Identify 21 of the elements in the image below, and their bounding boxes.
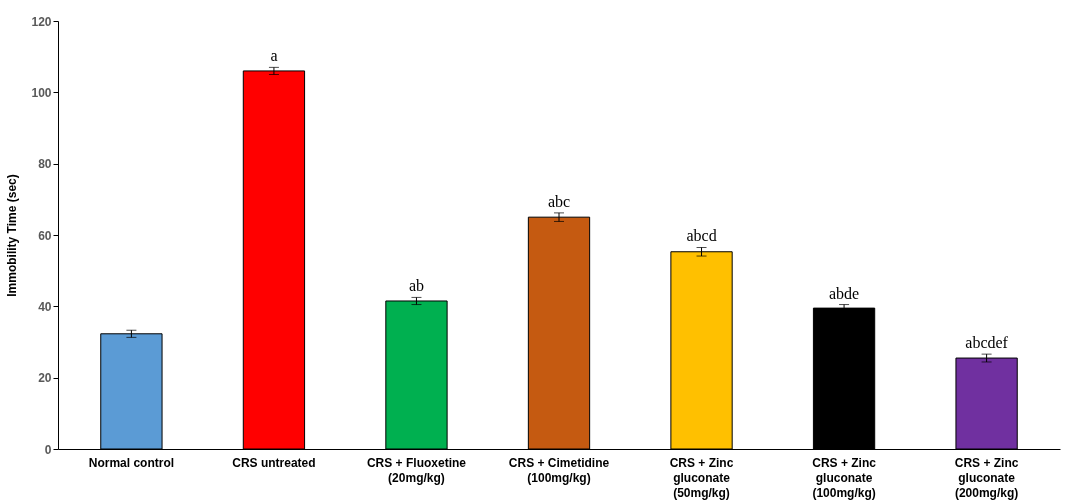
annotation: a [270,47,278,65]
x-tick-label: CRS + Zinc gluconate (50mg/kg) [669,455,734,500]
annotation: abde [828,284,860,302]
y-axis-title: Immobility Time (sec) [5,174,20,297]
annotation: abc [547,192,571,210]
y-tick-label: 80 [38,157,52,172]
annotation: abcdef [965,334,1009,352]
x-tick-label: CRS + Zinc gluconate (100mg/kg) [812,455,877,500]
y-tick-label: 100 [31,85,52,100]
x-tick-label: Normal control [88,455,175,470]
y-tick-label: 20 [38,371,52,386]
x-tick-label: CRS untreated [232,455,316,470]
y-tick-label: 0 [44,442,52,457]
y-tick-label: 60 [38,228,52,243]
y-tick-label: 40 [38,299,52,314]
x-tick-label: CRS + Zinc gluconate (200mg/kg) [954,455,1019,500]
annotation: abcd [686,227,717,245]
x-tick-label: CRS + Cimetidine (100mg/kg) [508,455,610,485]
annotation: ab [408,277,425,295]
y-tick-label: 120 [31,14,52,29]
x-tick-label: CRS + Fluoxetine (20mg/kg) [366,455,467,485]
